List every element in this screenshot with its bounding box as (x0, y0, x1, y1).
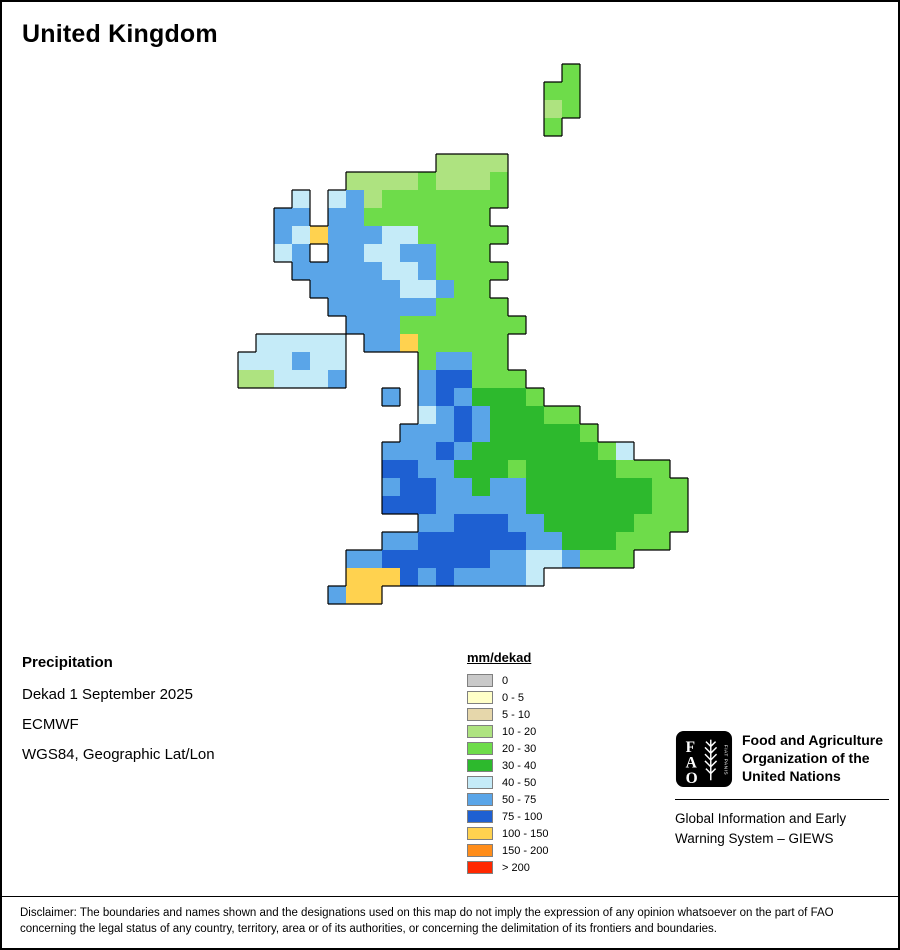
fao-motto: FIAT PANIS (722, 745, 728, 775)
legend-row: 0 (467, 672, 548, 689)
legend-row: 100 - 150 (467, 825, 548, 842)
legend-swatch (467, 776, 493, 789)
legend: mm/dekad 0 0 - 5 5 - 10 10 - 20 20 - 30 30 - … (467, 650, 548, 876)
legend-row: 10 - 20 (467, 723, 548, 740)
page-title: United Kingdom (22, 20, 218, 48)
legend-title: mm/dekad (467, 650, 532, 665)
legend-row: 150 - 200 (467, 842, 548, 859)
fao-letter-f: F (686, 739, 695, 756)
info-source: ECMWF (22, 716, 79, 733)
fao-block: F A O FIAT PANIS Food and Agriculture Or… (675, 730, 889, 850)
giews-line: Global Information and Early (675, 811, 847, 826)
disclaimer-text: Disclaimer: The boundaries and names sho… (2, 895, 898, 948)
fao-org-line: Food and Agriculture (742, 732, 884, 748)
legend-row: 0 - 5 (467, 689, 548, 706)
legend-label: 10 - 20 (502, 725, 537, 738)
legend-swatch (467, 844, 493, 857)
legend-swatch (467, 810, 493, 823)
legend-swatch (467, 827, 493, 840)
fao-org-name: Food and Agriculture Organization of the… (742, 730, 883, 788)
legend-label: 150 - 200 (502, 844, 549, 857)
legend-row: 30 - 40 (467, 757, 548, 774)
legend-label: 50 - 75 (502, 793, 537, 806)
legend-swatch (467, 861, 493, 874)
info-dekad: Dekad 1 September 2025 (22, 686, 193, 703)
legend-row: 20 - 30 (467, 740, 548, 757)
legend-swatch (467, 759, 493, 772)
legend-label: 0 - 5 (502, 691, 525, 704)
map-cells (238, 64, 688, 604)
fao-separator (675, 799, 889, 800)
legend-row: > 200 (467, 859, 548, 876)
info-projection: WGS84, Geographic Lat/Lon (22, 746, 215, 763)
fao-org-line: United Nations (742, 768, 841, 785)
fao-letter-o: O (686, 770, 698, 787)
legend-label: 100 - 150 (502, 827, 549, 840)
coastline-path (237, 63, 689, 605)
legend-swatch (467, 725, 493, 738)
legend-row: 5 - 10 (467, 706, 548, 723)
fao-letter-a: A (686, 755, 698, 772)
legend-swatch (467, 708, 493, 721)
legend-entries: 0 0 - 5 5 - 10 10 - 20 20 - 30 30 - 40 40 - 50… (467, 672, 548, 876)
legend-swatch (467, 793, 493, 806)
legend-swatch (467, 674, 493, 687)
wheat-ear-icon (704, 739, 718, 781)
fao-logo-icon: F A O FIAT PANIS (675, 730, 733, 787)
fao-header: F A O FIAT PANIS Food and Agriculture Or… (675, 730, 889, 788)
map-info-block: Precipitation Dekad 1 September 2025 ECM… (22, 654, 215, 776)
legend-swatch (467, 742, 493, 755)
legend-row: 50 - 75 (467, 791, 548, 808)
legend-swatch (467, 691, 493, 704)
legend-row: 40 - 50 (467, 774, 548, 791)
giews-line: Warning System – GIEWS (675, 831, 834, 847)
legend-label: 40 - 50 (502, 776, 537, 789)
legend-label: 75 - 100 (502, 810, 543, 823)
info-heading: Precipitation (22, 654, 113, 671)
giews-label: Global Information and Early Warning Sys… (675, 809, 889, 850)
fao-org-line: Organization of the (742, 750, 870, 767)
legend-label: 30 - 40 (502, 759, 537, 772)
legend-label: 0 (502, 674, 509, 687)
legend-label: 20 - 30 (502, 742, 537, 755)
legend-label: > 200 (502, 861, 530, 874)
legend-label: 5 - 10 (502, 708, 531, 721)
legend-row: 75 - 100 (467, 808, 548, 825)
